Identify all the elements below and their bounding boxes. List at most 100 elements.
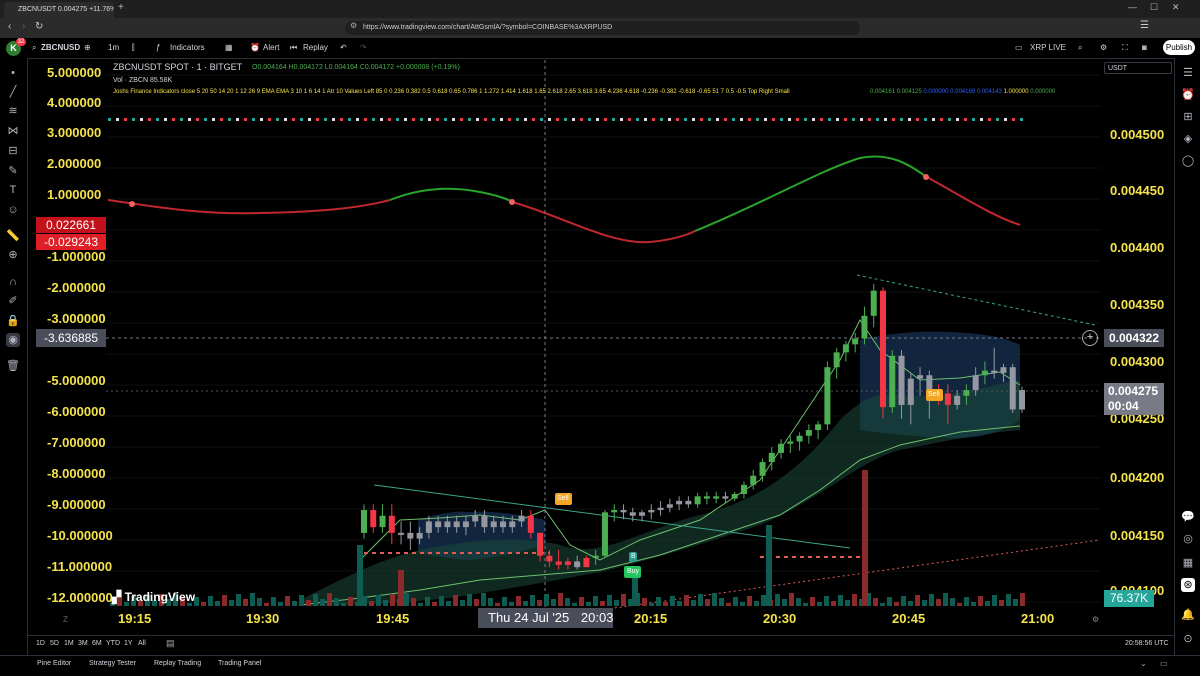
forecast-icon[interactable]: ⊟	[8, 145, 18, 157]
undo-icon[interactable]: ↶	[340, 43, 347, 52]
zoom-icon[interactable]: ⊕	[8, 249, 18, 261]
settings-icon[interactable]: ⚙	[1100, 43, 1108, 52]
layout-icon[interactable]: ▭	[1015, 43, 1023, 52]
close-icon[interactable]: ✕	[1172, 2, 1180, 12]
signal-dot	[428, 118, 431, 121]
expand-icon[interactable]: ▭	[1160, 659, 1168, 668]
signal-dot	[140, 118, 143, 121]
candle-type-icon[interactable]: ⫿	[132, 43, 135, 52]
volume-bar	[621, 594, 626, 606]
data-window-icon[interactable]: ⊞	[1183, 111, 1193, 123]
add-symbol-icon[interactable]: ⊕	[84, 43, 91, 52]
quick-search-icon[interactable]: ⌕	[1078, 43, 1083, 52]
hotlist-icon[interactable]: ◯	[1181, 155, 1195, 167]
indicators-button[interactable]: Indicators	[170, 43, 205, 52]
chart-toolbar	[0, 38, 1200, 59]
crosshair-icon[interactable]: •	[11, 67, 15, 79]
range-button-5d[interactable]: 5D	[50, 640, 59, 647]
signal-dot	[596, 118, 599, 121]
volume-bar	[922, 600, 927, 606]
collapse-icon[interactable]: ⌄	[1140, 659, 1147, 668]
tab-trading-panel[interactable]: Trading Panel	[218, 660, 262, 667]
watchlist-icon[interactable]: ☰	[1183, 67, 1193, 79]
magnet-icon[interactable]: ∩	[9, 276, 17, 288]
range-button-1y[interactable]: 1Y	[124, 640, 133, 647]
chat-icon[interactable]: 💬	[1181, 511, 1195, 523]
layers-icon[interactable]: ◈	[1183, 133, 1193, 145]
volume-bar	[600, 601, 605, 606]
range-button-3m[interactable]: 3M	[78, 640, 88, 647]
symbol-search[interactable]: ZBCNUSD	[41, 43, 81, 52]
redo-icon[interactable]: ↷	[360, 43, 367, 52]
text-icon[interactable]: T	[9, 184, 17, 196]
browser-tab[interactable]: ZBCNUSDT 0.004275 +11.76%	[4, 2, 114, 18]
pattern-icon[interactable]: ⋈	[7, 125, 19, 137]
site-info-icon[interactable]: ⚙	[350, 21, 358, 30]
range-button-1d[interactable]: 1D	[36, 640, 45, 647]
replay-icon[interactable]: ⏮	[290, 43, 298, 52]
clock[interactable]: 20:58:56 UTC	[1125, 640, 1169, 647]
replay-button[interactable]: Replay	[303, 43, 328, 52]
layout-grid-icon[interactable]: ▦	[225, 43, 233, 52]
signal-dot	[868, 118, 871, 121]
hide-icon[interactable]: ◉	[6, 333, 20, 347]
camera-icon[interactable]: ◙	[1142, 43, 1147, 52]
minimize-icon[interactable]: —	[1128, 2, 1137, 12]
interval-selector[interactable]: 1m	[108, 43, 120, 52]
volume-bar	[285, 596, 290, 606]
indicators-icon[interactable]: ƒ	[156, 43, 161, 52]
tab-replay-trading[interactable]: Replay Trading	[154, 660, 202, 667]
url-field[interactable]: https://www.tradingview.com/chart/AttGsm…	[345, 21, 860, 35]
browser-menu-icon[interactable]: ☰	[1140, 20, 1149, 31]
left-axis-label: -9.000000	[47, 497, 106, 512]
ruler-icon[interactable]: 📏	[6, 230, 20, 242]
pin-icon[interactable]: ⊙	[1183, 633, 1193, 645]
new-tab-icon[interactable]: +	[118, 2, 124, 13]
emoji-icon[interactable]: ☺	[7, 204, 19, 216]
tab-strategy-tester[interactable]: Strategy Tester	[89, 660, 136, 667]
range-button-6m[interactable]: 6M	[92, 640, 102, 647]
search-icon[interactable]: ⌕	[32, 43, 37, 52]
candle-body	[787, 441, 794, 444]
alert-button[interactable]: Alert	[263, 43, 280, 52]
forward-icon[interactable]: ›	[22, 21, 26, 32]
layout-name[interactable]: XRP LIVE	[1030, 43, 1066, 52]
maximize-icon[interactable]: ☐	[1150, 2, 1159, 12]
add-alert-icon[interactable]: +	[1082, 330, 1098, 346]
back-icon[interactable]: ‹	[8, 21, 12, 32]
brush-icon[interactable]: ✎	[8, 165, 18, 177]
alert-icon[interactable]: ⏰	[250, 43, 260, 52]
help-icon[interactable]: ⊛	[1181, 578, 1195, 592]
axis-settings-icon[interactable]: ⚙	[1092, 615, 1100, 624]
signal-dot	[772, 118, 775, 121]
date-range-icon[interactable]: ▤	[166, 638, 175, 648]
legend-volume[interactable]: Vol · ZBCN 85.58K	[113, 77, 173, 84]
legend-title[interactable]: ZBCNUSDT SPOT · 1 · BITGET	[113, 62, 243, 72]
signal-dot	[644, 118, 647, 121]
notifications-icon[interactable]: 🔔	[1181, 609, 1195, 621]
left-axis-label: -12.000000	[47, 590, 113, 605]
ideas-icon[interactable]: ◎	[1183, 533, 1193, 545]
alerts-panel-icon[interactable]: ⏰	[1181, 89, 1195, 101]
fib-icon[interactable]: ≋	[8, 105, 18, 117]
currency-selector[interactable]: USDT	[1104, 62, 1172, 74]
trendline-icon[interactable]: ╱	[9, 86, 17, 98]
reload-icon[interactable]: ↻	[35, 21, 44, 32]
range-button-all[interactable]: All	[138, 640, 146, 647]
lock-drawing-icon[interactable]: ✐	[8, 295, 18, 307]
candle-body	[462, 521, 469, 528]
signal-dot	[332, 118, 335, 121]
volume-bar	[348, 597, 353, 606]
volume-bar	[523, 601, 528, 606]
trash-icon[interactable]: 🗑	[6, 360, 20, 372]
tab-pine-editor[interactable]: Pine Editor	[37, 660, 72, 667]
candle-body	[388, 515, 395, 533]
range-button-1m[interactable]: 1M	[64, 640, 74, 647]
publish-button[interactable]: Publish	[1163, 40, 1195, 55]
calendar-icon[interactable]: ▦	[1182, 557, 1194, 569]
legend-indicator[interactable]: Joshs Finance Indicators close 5 20 50 1…	[113, 89, 790, 95]
range-button-ytd[interactable]: YTD	[106, 640, 120, 647]
lock-icon[interactable]: 🔒	[6, 315, 20, 327]
fullscreen-icon[interactable]: ⛶	[1122, 43, 1128, 52]
